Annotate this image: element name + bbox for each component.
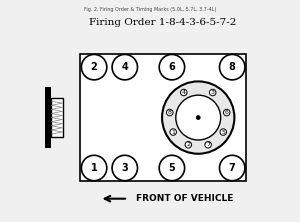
Text: 8: 8 xyxy=(168,110,172,115)
Text: 4: 4 xyxy=(182,90,186,95)
Text: 1: 1 xyxy=(171,130,175,135)
Text: Firing Order 1-8-4-3-6-5-7-2: Firing Order 1-8-4-3-6-5-7-2 xyxy=(89,18,237,27)
Text: 7: 7 xyxy=(229,163,236,173)
Text: FRONT OF VEHICLE: FRONT OF VEHICLE xyxy=(136,194,233,203)
Text: 4: 4 xyxy=(122,62,128,72)
Circle shape xyxy=(205,141,211,148)
Circle shape xyxy=(81,155,107,181)
Text: 2: 2 xyxy=(186,142,190,147)
Circle shape xyxy=(220,155,245,181)
Text: 6: 6 xyxy=(169,62,175,72)
Circle shape xyxy=(81,54,107,80)
Text: 8: 8 xyxy=(229,62,236,72)
Circle shape xyxy=(162,81,234,154)
Text: 5: 5 xyxy=(221,130,225,135)
Bar xyxy=(51,98,63,137)
Circle shape xyxy=(185,141,192,148)
Circle shape xyxy=(220,129,226,135)
Text: 3: 3 xyxy=(122,163,128,173)
Text: 7: 7 xyxy=(206,142,210,147)
Circle shape xyxy=(170,129,176,135)
Text: 6: 6 xyxy=(225,110,229,115)
Text: 1: 1 xyxy=(91,163,98,173)
Text: Fig. 2. Firing Order & Timing Marks (5.0L, 5.7L, 3.7-4L): Fig. 2. Firing Order & Timing Marks (5.0… xyxy=(84,7,216,12)
Circle shape xyxy=(220,54,245,80)
Bar xyxy=(80,54,247,181)
Circle shape xyxy=(112,54,137,80)
Circle shape xyxy=(196,116,200,120)
Circle shape xyxy=(209,89,216,96)
Circle shape xyxy=(181,89,187,96)
Bar xyxy=(51,114,62,121)
Text: 5: 5 xyxy=(169,163,175,173)
Text: 2: 2 xyxy=(91,62,98,72)
Circle shape xyxy=(176,95,221,140)
Circle shape xyxy=(224,109,230,116)
Text: 3: 3 xyxy=(211,90,215,95)
Circle shape xyxy=(159,155,184,181)
Bar xyxy=(45,87,51,148)
Circle shape xyxy=(112,155,137,181)
Circle shape xyxy=(167,109,173,116)
Circle shape xyxy=(159,54,184,80)
